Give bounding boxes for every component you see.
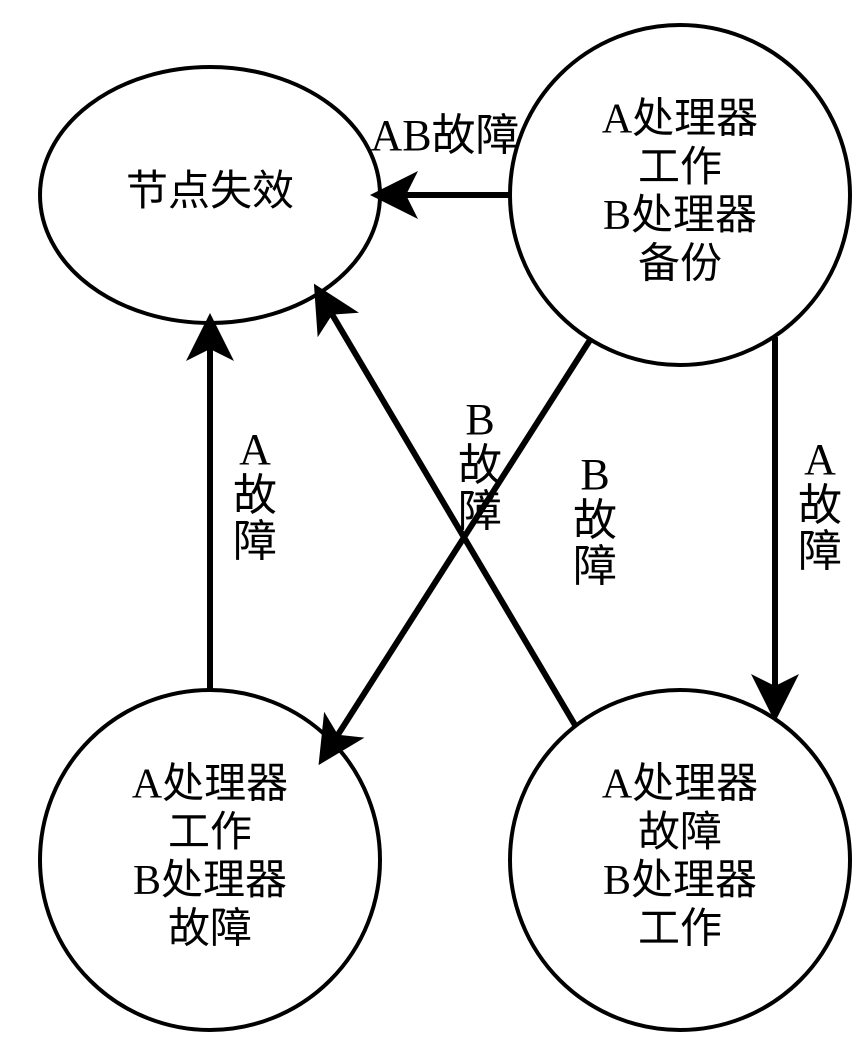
node-tr-label: A处理器工作B处理器备份 (602, 96, 758, 287)
edge-b-fault-diag1-label: B故障 (458, 395, 502, 536)
edge-a-fault-left-label: A故障 (233, 425, 277, 566)
node-tr: A处理器工作B处理器备份 (510, 25, 850, 365)
node-fail: 节点失效 (40, 67, 380, 323)
nodes: 节点失效 A处理器工作B处理器备份 A处理器工作B处理器故障 A处理器故障B处理器工作 (40, 25, 850, 1030)
edge-ab-fault-label: AB故障 (370, 111, 519, 160)
edge-b-fault-diag2 (325, 340, 590, 755)
edge-b-fault-diag1 (320, 294, 575, 725)
node-fail-label: 节点失效 (126, 169, 294, 215)
node-bl-label: A处理器工作B处理器故障 (132, 761, 288, 952)
node-br-label: A处理器故障B处理器工作 (602, 761, 758, 952)
node-br: A处理器故障B处理器工作 (510, 690, 850, 1030)
edge-b-fault-diag2-label: B故障 (573, 450, 617, 591)
state-diagram: 节点失效 A处理器工作B处理器备份 A处理器工作B处理器故障 A处理器故障B处理器工作… (0, 0, 862, 1055)
node-bl: A处理器工作B处理器故障 (40, 690, 380, 1030)
edge-a-fault-right-label: A故障 (798, 435, 842, 576)
